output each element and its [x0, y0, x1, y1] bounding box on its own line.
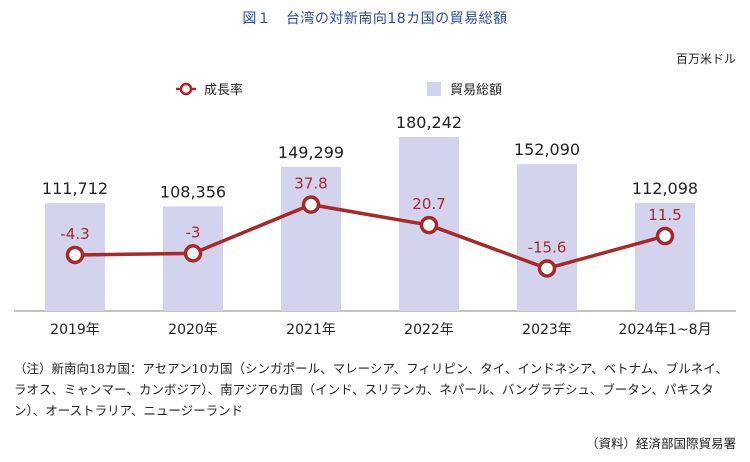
growth-label-2: 37.8 [294, 175, 327, 193]
footnote: （注）新南向18カ国：アセアン10カ国（シンガポール、マレーシア、フィリピン、タ… [14, 361, 728, 418]
legend-bar-swatch [427, 82, 441, 96]
growth-point-0 [65, 245, 85, 265]
legend-growth-label: 成長率 [204, 82, 243, 98]
bar-value-label-0: 111,712 [42, 179, 108, 198]
growth-point-2 [301, 195, 321, 214]
growth-label-1: -3 [186, 223, 201, 241]
chart-area: 成長率 貿易総額 111,712 2019年 108,356 2020年 149,299… [14, 82, 736, 338]
growth-rate-line [74, 202, 666, 271]
category-label-4: 2023年 [522, 322, 572, 338]
chart-title: 図１ 台湾の対新南向18カ国の貿易総額 [242, 11, 508, 27]
legend-line-dot [179, 82, 193, 96]
bar-value-label-1: 108,356 [160, 182, 226, 201]
bar-value-label-3: 180,242 [396, 113, 462, 132]
bar-5 [635, 202, 695, 311]
growth-label-4: -15.6 [528, 238, 567, 256]
growth-point-5 [655, 226, 675, 246]
growth-point-4 [537, 259, 557, 278]
category-label-1: 2020年 [168, 322, 218, 338]
growth-point-3 [419, 215, 439, 235]
unit-label: 百万米ドル [675, 52, 736, 66]
category-label-0: 2019年 [50, 322, 100, 338]
category-label-3: 2022年 [404, 322, 454, 338]
bar-4 [517, 164, 577, 311]
category-label-5: 2024年1~8月 [618, 322, 711, 338]
bar-value-label-5: 112,098 [632, 179, 698, 198]
source-note: （資料）経済部国際貿易署 [585, 436, 736, 451]
bar-value-label-4: 152,090 [514, 140, 580, 159]
growth-point-1 [183, 244, 203, 263]
growth-label-5: 11.5 [648, 206, 681, 224]
category-label-2: 2021年 [286, 322, 336, 338]
legend-total-label: 貿易総額 [450, 83, 502, 98]
growth-label-0: -4.3 [60, 225, 89, 243]
legend: 成長率 貿易総額 [176, 82, 502, 98]
bar-value-label-2: 149,299 [278, 143, 344, 162]
growth-label-3: 20.7 [412, 195, 445, 213]
bar-2 [281, 166, 341, 311]
